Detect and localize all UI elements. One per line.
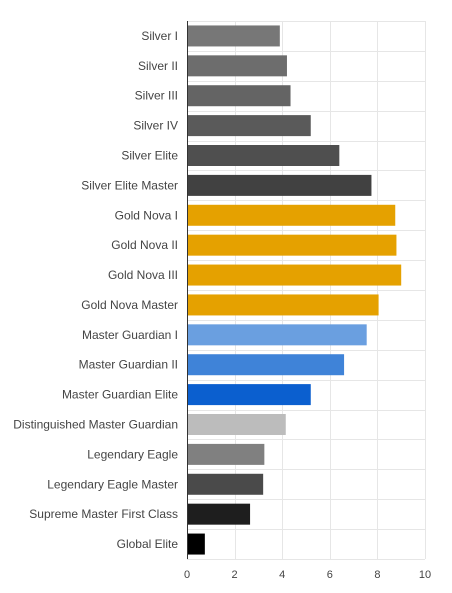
category-label: Silver Elite	[121, 149, 178, 163]
category-label: Silver I	[141, 29, 178, 43]
bar-legendary-eagle	[187, 443, 265, 465]
category-label: Silver II	[138, 59, 178, 73]
x-tick-label-2: 2	[232, 569, 238, 581]
bar-supreme-master-first-class	[187, 503, 251, 525]
category-label: Legendary Eagle	[87, 447, 178, 461]
category-label: Legendary Eagle Master	[47, 477, 178, 491]
bar-silver-ii	[187, 55, 287, 77]
x-tick-label-6: 6	[327, 569, 333, 581]
bar-legendary-eagle-master	[187, 473, 264, 495]
x-tick-label-8: 8	[374, 569, 380, 581]
bar-gold-nova-iii	[187, 264, 402, 286]
bar-silver-iv	[187, 115, 311, 137]
bar-master-guardian-i	[187, 324, 367, 346]
bar-global-elite	[187, 533, 205, 555]
category-label: Gold Nova II	[111, 238, 178, 252]
bar-distinguished-master-guardian	[187, 414, 286, 435]
x-axis-tick-labels: 0 2 4 6 8 10	[184, 569, 431, 581]
row-separators	[187, 21, 425, 560]
category-label: Gold Nova I	[115, 208, 178, 222]
category-label: Supreme Master First Class	[29, 507, 178, 521]
bar-silver-elite-master	[187, 174, 372, 196]
category-label: Distinguished Master Guardian	[13, 418, 178, 432]
bar-gold-nova-i	[187, 204, 396, 226]
bar-silver-elite	[187, 145, 340, 166]
x-tick-label-10: 10	[419, 569, 431, 581]
category-label: Gold Nova Master	[81, 298, 178, 312]
category-label: Silver IV	[133, 119, 178, 133]
category-label: Master Guardian Elite	[62, 388, 178, 402]
bar-gold-nova-master	[187, 294, 379, 316]
category-label: Global Elite	[117, 537, 179, 551]
bottom-strip	[0, 583, 452, 593]
category-label: Silver Elite Master	[81, 178, 178, 192]
category-label: Master Guardian I	[82, 328, 178, 342]
category-label: Silver III	[135, 89, 178, 103]
bar-master-guardian-ii	[187, 354, 345, 376]
x-tick-label-4: 4	[279, 569, 285, 581]
x-tick-label-0: 0	[184, 569, 190, 581]
bar-gold-nova-ii	[187, 234, 397, 256]
bar-master-guardian-elite	[187, 384, 311, 406]
category-label: Master Guardian II	[79, 358, 178, 372]
bar-silver-iii	[187, 85, 291, 107]
category-labels: Silver I Silver II Silver III Silver IV Silv…	[13, 29, 178, 551]
category-label: Gold Nova III	[108, 268, 178, 282]
bars	[187, 25, 402, 555]
bar-silver-i	[187, 25, 280, 47]
